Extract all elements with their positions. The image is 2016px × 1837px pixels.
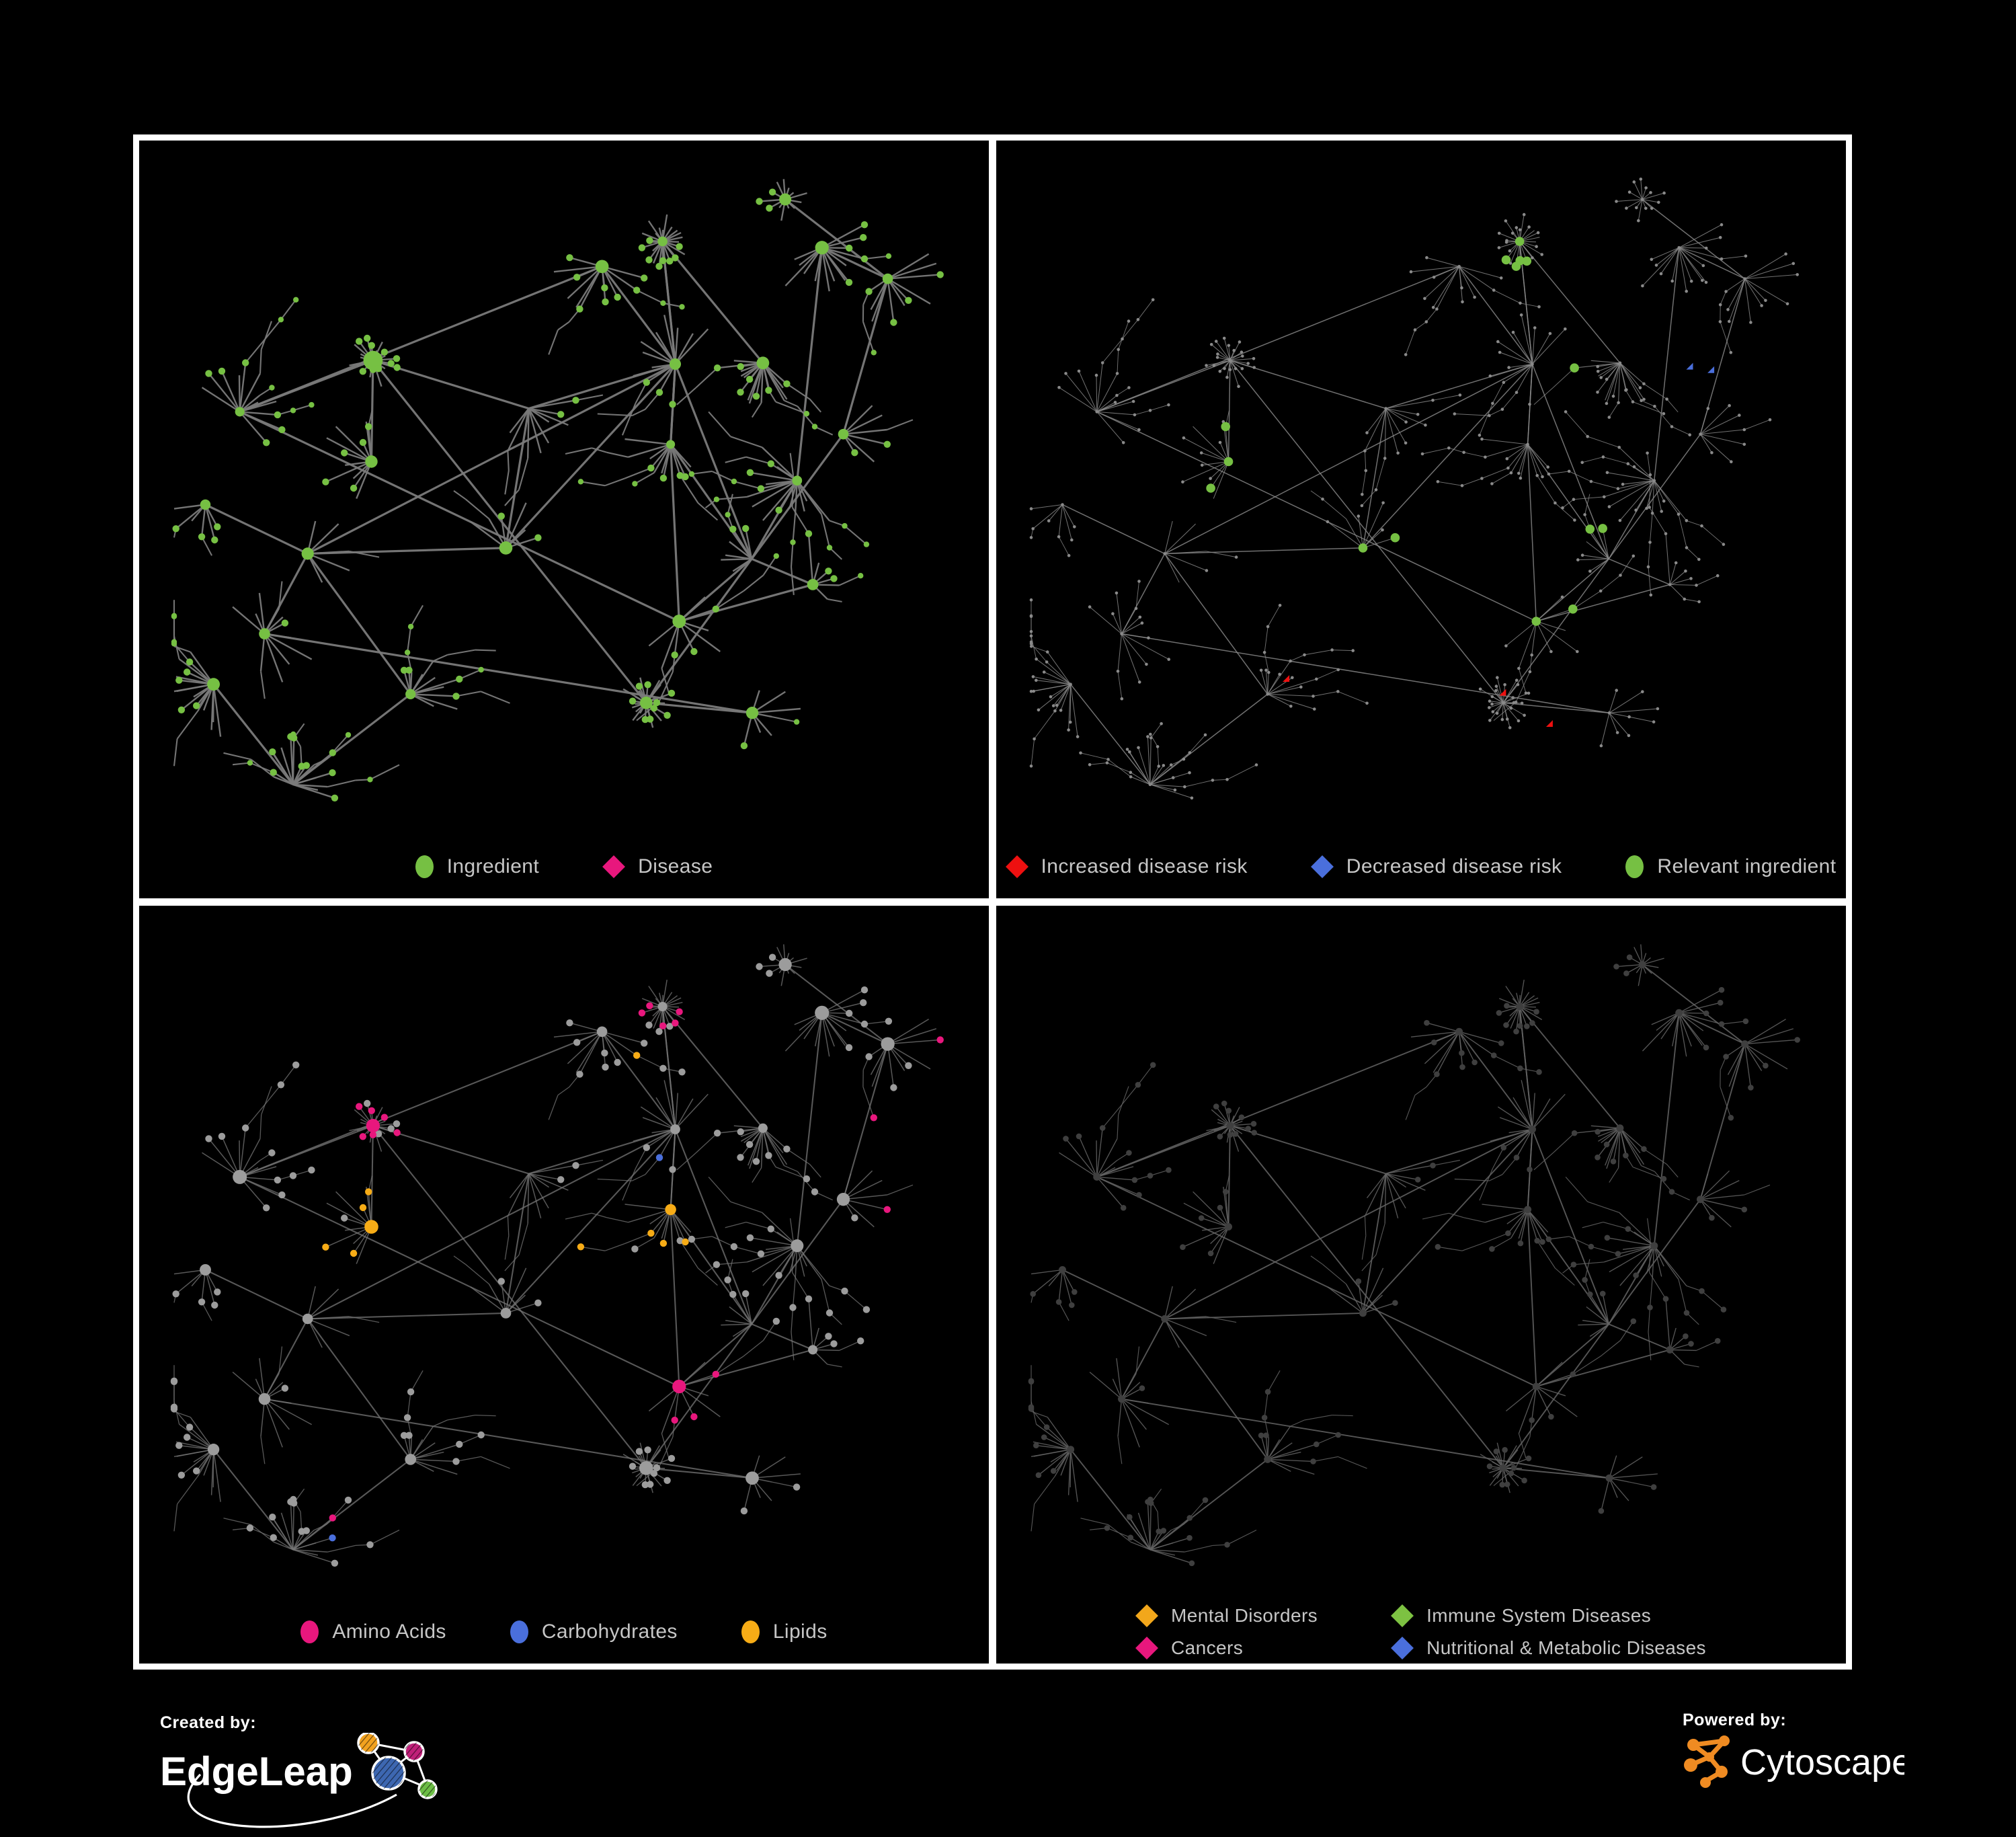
legend-label: Lipids — [773, 1620, 828, 1643]
legend-item: Decreased disease risk — [1312, 855, 1562, 878]
legend-item: Carbohydrates — [510, 1620, 678, 1643]
nodes-layer — [1029, 906, 1800, 1566]
powered-by-block: Powered by: Cytoscape — [1683, 1711, 1904, 1797]
network-disease-classes — [996, 906, 1846, 1600]
edgeleap-network-icon — [358, 1733, 436, 1798]
legend-label: Carbohydrates — [542, 1620, 678, 1643]
legend-marker-diamond-icon — [1006, 855, 1029, 878]
legend-item: Increased disease risk — [1006, 855, 1248, 878]
legend-ingredient-classes: Amino Acids Carbohydrates Lipids — [139, 1600, 989, 1664]
legend-label: Mental Disorders — [1171, 1605, 1318, 1627]
panel-disease-risk: Increased disease risk Decreased disease … — [996, 141, 1846, 898]
panel-disease-classes: Mental Disorders Cancers Immune System Dis… — [996, 906, 1846, 1664]
legend-label: Relevant ingredient — [1657, 855, 1836, 878]
legend-label: Ingredient — [447, 855, 539, 878]
legend-marker-circle-icon — [510, 1620, 528, 1643]
legend-marker-diamond-icon — [1391, 1604, 1414, 1627]
legend-marker-circle-icon — [300, 1620, 319, 1643]
legend-disease-classes: Mental Disorders Cancers Immune System Dis… — [996, 1600, 1846, 1664]
edges-layer — [1031, 179, 1798, 797]
highlight-nodes-layer — [1172, 141, 1714, 728]
cytoscape-wordmark: Cytoscape — [1740, 1742, 1904, 1783]
legend-ingredient-disease: Ingredient Disease — [139, 834, 989, 898]
edgeleap-logo: EdgeLeap — [160, 1733, 449, 1834]
cytoscape-network-icon — [1684, 1735, 1730, 1788]
network-ingredient-disease — [139, 141, 989, 834]
network-ingredient-classes — [139, 906, 989, 1600]
legend-label: Immune System Diseases — [1426, 1605, 1651, 1627]
legend-marker-diamond-icon — [1135, 1604, 1158, 1627]
legend-item: Cancers — [1136, 1637, 1318, 1659]
legend-label: Cancers — [1171, 1637, 1243, 1659]
edges-layer — [174, 179, 940, 797]
powered-by-label: Powered by: — [1683, 1711, 1904, 1730]
nodes-layer — [1030, 178, 1799, 799]
edgeleap-wordmark: EdgeLeap — [160, 1749, 353, 1794]
legend-item: Relevant ingredient — [1625, 855, 1836, 878]
legend-label: Disease — [638, 855, 713, 878]
legend-marker-diamond-icon — [602, 855, 625, 878]
legend-label: Increased disease risk — [1041, 855, 1248, 878]
legend-marker-diamond-icon — [1311, 855, 1334, 878]
highlight-nodes-layer — [171, 141, 944, 802]
created-by-block: Created by: EdgeLeap — [160, 1713, 449, 1837]
legend-label: Nutritional & Metabolic Diseases — [1426, 1637, 1706, 1659]
legend-disease-risk: Increased disease risk Decreased disease … — [996, 834, 1846, 898]
legend-item: Immune System Diseases — [1392, 1605, 1706, 1627]
legend-item: Ingredient — [415, 855, 539, 878]
legend-item: Mental Disorders — [1136, 1605, 1318, 1627]
edges-layer — [174, 944, 940, 1563]
legend-label: Decreased disease risk — [1346, 855, 1562, 878]
legend-item: Nutritional & Metabolic Diseases — [1392, 1637, 1706, 1659]
edges-layer — [1031, 944, 1798, 1563]
created-by-label: Created by: — [160, 1713, 449, 1733]
nodes-layer — [171, 906, 936, 1567]
legend-marker-circle-icon — [1625, 855, 1644, 878]
legend-marker-circle-icon — [741, 1620, 760, 1643]
legend-item: Lipids — [741, 1620, 828, 1643]
legend-label: Amino Acids — [332, 1620, 446, 1643]
legend-marker-diamond-icon — [1135, 1637, 1158, 1659]
legend-item: Amino Acids — [300, 1620, 446, 1643]
network-disease-risk — [996, 141, 1846, 834]
panel-ingredient-classes: Amino Acids Carbohydrates Lipids — [139, 906, 989, 1664]
panel-ingredient-disease: Ingredient Disease — [139, 141, 989, 898]
legend-item: Disease — [603, 855, 713, 878]
cytoscape-logo: Cytoscape — [1683, 1730, 1904, 1794]
legend-marker-circle-icon — [415, 855, 434, 878]
figure-grid: Ingredient Disease Increased disease risk… — [133, 134, 1852, 1670]
legend-marker-diamond-icon — [1391, 1637, 1414, 1659]
highlight-nodes-layer — [1031, 906, 1770, 1551]
